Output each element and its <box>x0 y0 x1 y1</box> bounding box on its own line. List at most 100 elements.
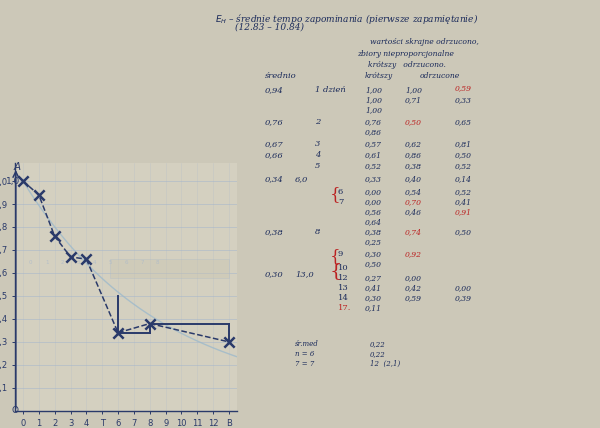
Text: 3: 3 <box>315 140 320 148</box>
Text: 2: 2 <box>315 118 320 126</box>
Text: 0,81: 0,81 <box>455 140 472 148</box>
Text: krótszy: krótszy <box>365 72 393 80</box>
Text: 5: 5 <box>315 162 320 170</box>
Text: n = 6: n = 6 <box>295 350 314 358</box>
Text: 8: 8 <box>156 260 160 265</box>
Text: krótszy   odrzucono.: krótszy odrzucono. <box>368 61 446 69</box>
Text: 0,50: 0,50 <box>365 260 382 268</box>
Text: 0,74: 0,74 <box>405 228 422 236</box>
Text: 0,41: 0,41 <box>455 198 472 206</box>
Text: 0,76: 0,76 <box>365 118 382 126</box>
Text: (12.83 – 10.84): (12.83 – 10.84) <box>235 23 304 32</box>
Text: 0,00: 0,00 <box>365 198 382 206</box>
Text: 1: 1 <box>45 260 49 265</box>
Text: 0,42: 0,42 <box>405 284 422 292</box>
Text: 0,66: 0,66 <box>265 151 284 159</box>
Text: 0,38: 0,38 <box>405 162 422 170</box>
Text: 17.: 17. <box>338 304 352 312</box>
Text: 0,50: 0,50 <box>405 118 422 126</box>
Text: 0,30: 0,30 <box>265 270 284 278</box>
Text: 6: 6 <box>338 188 343 196</box>
Text: 7 = 7: 7 = 7 <box>295 360 314 368</box>
Text: 9: 9 <box>338 250 343 258</box>
Text: 0,40: 0,40 <box>405 175 422 183</box>
Text: 0,00: 0,00 <box>455 284 472 292</box>
Text: A: A <box>13 162 20 172</box>
Point <box>34 191 44 198</box>
Text: 0,27: 0,27 <box>365 274 382 282</box>
Text: 0,41: 0,41 <box>365 284 382 292</box>
Text: 0,92: 0,92 <box>405 250 422 258</box>
Text: 0,54: 0,54 <box>405 188 422 196</box>
Text: śr.med: śr.med <box>295 340 319 348</box>
Point <box>66 253 76 260</box>
Text: 1,00: 1,00 <box>365 106 382 114</box>
Point <box>50 233 59 240</box>
Text: 1 dzień: 1 dzień <box>315 86 346 94</box>
Text: zbiory nieproporcjonalne: zbiory nieproporcjonalne <box>357 50 454 58</box>
Text: O: O <box>11 406 18 416</box>
Text: 0,67: 0,67 <box>265 140 284 148</box>
Text: 1,00: 1,00 <box>365 86 382 94</box>
Text: 3: 3 <box>77 260 80 265</box>
Text: 0,14: 0,14 <box>455 175 472 183</box>
Text: 12: 12 <box>338 274 349 282</box>
Bar <box>110 259 229 278</box>
Text: 2: 2 <box>61 260 64 265</box>
Text: 0,59: 0,59 <box>405 294 422 302</box>
Text: 0,00: 0,00 <box>365 188 382 196</box>
Text: 0,50: 0,50 <box>455 151 472 159</box>
Text: 0,71: 0,71 <box>405 96 422 104</box>
Text: 0,76: 0,76 <box>265 118 284 126</box>
Text: 0,52: 0,52 <box>365 162 382 170</box>
Text: 13: 13 <box>338 284 349 292</box>
Text: 0,30: 0,30 <box>365 250 382 258</box>
Text: średnio: średnio <box>265 72 296 80</box>
Text: 1,00: 1,00 <box>365 96 382 104</box>
Text: 0,25: 0,25 <box>365 238 382 246</box>
Text: 7: 7 <box>338 198 343 206</box>
Text: 0,52: 0,52 <box>455 188 472 196</box>
Point <box>113 329 123 336</box>
Text: 0,62: 0,62 <box>405 140 422 148</box>
Text: 6: 6 <box>124 260 128 265</box>
Text: 0,86: 0,86 <box>405 151 422 159</box>
Text: 0,65: 0,65 <box>455 118 472 126</box>
Text: 0,52: 0,52 <box>455 162 472 170</box>
Text: 5: 5 <box>109 260 112 265</box>
Text: 0,38: 0,38 <box>365 228 382 236</box>
Text: {: { <box>330 262 343 280</box>
Text: 12  (2,1): 12 (2,1) <box>370 360 400 368</box>
Text: 4: 4 <box>315 151 320 159</box>
Text: 0,56: 0,56 <box>365 208 382 216</box>
Text: 0,00: 0,00 <box>405 274 422 282</box>
Text: 13,0: 13,0 <box>295 270 314 278</box>
Text: 0,22: 0,22 <box>370 340 386 348</box>
Text: 4: 4 <box>92 260 96 265</box>
Text: 0,59: 0,59 <box>455 84 472 92</box>
Text: 0,70: 0,70 <box>405 198 422 206</box>
Text: 0,61: 0,61 <box>365 151 382 159</box>
Point <box>224 339 234 345</box>
Text: 7: 7 <box>140 260 143 265</box>
Text: 0,94: 0,94 <box>265 86 284 94</box>
Text: 0,39: 0,39 <box>455 294 472 302</box>
Text: 0,22: 0,22 <box>370 350 386 358</box>
Text: 0,91: 0,91 <box>455 208 472 216</box>
Text: 0,86: 0,86 <box>365 128 382 136</box>
Text: 0,34: 0,34 <box>265 175 284 183</box>
Text: 0,33: 0,33 <box>455 96 472 104</box>
Text: 6,0: 6,0 <box>295 175 308 183</box>
Text: $E_H$ – średnie tempo zapominania (pierwsze zapamiętanie): $E_H$ – średnie tempo zapominania (pierw… <box>215 12 478 26</box>
Text: 0,57: 0,57 <box>365 140 382 148</box>
Point <box>82 256 91 263</box>
Text: 0,30: 0,30 <box>365 294 382 302</box>
Text: 1,0: 1,0 <box>5 176 20 185</box>
Text: 0: 0 <box>29 260 32 265</box>
Text: {: { <box>330 248 341 265</box>
Text: 14: 14 <box>338 294 349 302</box>
Text: 0,46: 0,46 <box>405 208 422 216</box>
Text: 0,50: 0,50 <box>455 228 472 236</box>
Text: 0,11: 0,11 <box>365 304 382 312</box>
Text: {: { <box>330 186 341 203</box>
